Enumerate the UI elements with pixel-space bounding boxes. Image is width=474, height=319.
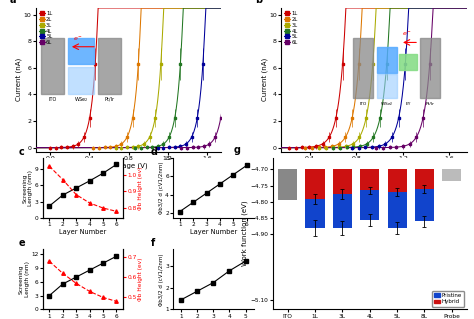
Bar bbox=[360, 190, 379, 220]
Text: e: e bbox=[18, 238, 25, 248]
Text: f: f bbox=[151, 238, 155, 248]
Bar bbox=[333, 169, 352, 228]
Y-axis label: Work function (eV): Work function (eV) bbox=[241, 201, 247, 266]
Bar bbox=[388, 169, 407, 228]
Text: g: g bbox=[234, 145, 241, 155]
Legend: Pristine, Hybrid: Pristine, Hybrid bbox=[432, 291, 464, 307]
Bar bbox=[305, 199, 325, 228]
Y-axis label: Φb3/2 d (cV1/2nm): Φb3/2 d (cV1/2nm) bbox=[159, 253, 164, 306]
Bar bbox=[278, 169, 297, 200]
Y-axis label: Screening
Length (nm): Screening Length (nm) bbox=[23, 170, 33, 206]
Text: c: c bbox=[18, 147, 24, 157]
X-axis label: Layer Number: Layer Number bbox=[59, 229, 107, 234]
Bar bbox=[333, 194, 352, 228]
Bar bbox=[360, 169, 379, 220]
Text: a: a bbox=[9, 0, 16, 5]
X-axis label: Layer Number: Layer Number bbox=[190, 229, 237, 234]
X-axis label: Voltage (V): Voltage (V) bbox=[109, 162, 148, 168]
Legend: 1L, 2L, 3L, 4L, 5L, 6L: 1L, 2L, 3L, 4L, 5L, 6L bbox=[283, 11, 298, 46]
Y-axis label: Φb Height (ev): Φb Height (ev) bbox=[138, 166, 143, 210]
Bar bbox=[305, 169, 325, 228]
Bar bbox=[415, 189, 434, 221]
Bar bbox=[415, 169, 434, 221]
Text: d: d bbox=[151, 147, 157, 157]
Bar bbox=[442, 169, 461, 181]
Y-axis label: Current (nA): Current (nA) bbox=[261, 58, 268, 101]
Text: b: b bbox=[255, 0, 262, 5]
Y-axis label: Φb3/2 d (cV1/2nm): Φb3/2 d (cV1/2nm) bbox=[159, 162, 164, 214]
Y-axis label: Screening
Length (nm): Screening Length (nm) bbox=[19, 261, 30, 297]
Bar bbox=[388, 192, 407, 228]
Y-axis label: Φb Height (ev): Φb Height (ev) bbox=[138, 258, 143, 301]
X-axis label: Voltage (V): Voltage (V) bbox=[355, 162, 393, 168]
Legend: 1L, 2L, 3L, 4L, 5L, 6L: 1L, 2L, 3L, 4L, 5L, 6L bbox=[38, 11, 53, 46]
Y-axis label: Current (nA): Current (nA) bbox=[16, 58, 22, 101]
